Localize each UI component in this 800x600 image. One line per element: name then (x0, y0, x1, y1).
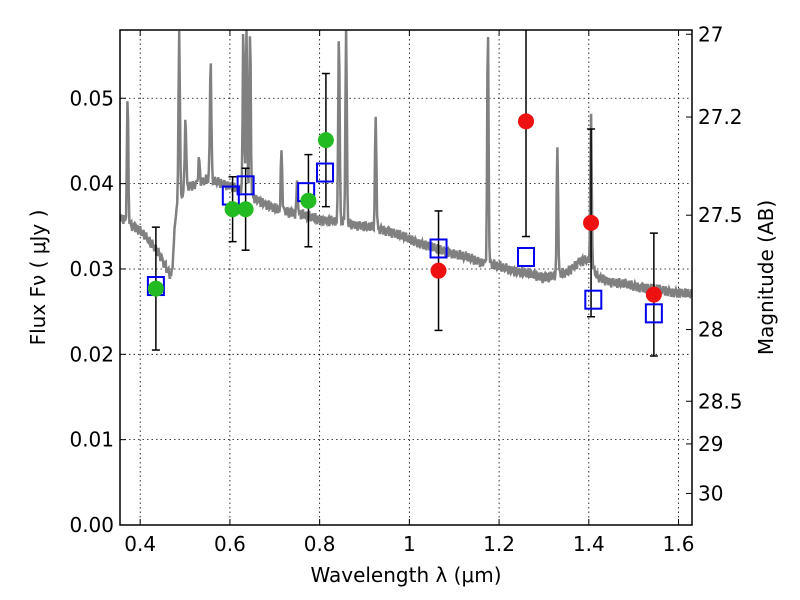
right-tick-label: 29 (698, 432, 723, 456)
model-photometry-square (517, 247, 536, 268)
x-tick-label: 0.6 (214, 532, 246, 556)
model-photometry-markers (146, 162, 663, 324)
right-tick-label: 28.5 (698, 389, 743, 413)
optical-detection-point (147, 280, 164, 297)
ir-photometry-point (645, 286, 662, 303)
y-axis-label: Flux Fν ( μJy ) (26, 210, 50, 346)
ir-photometry-point (430, 262, 447, 279)
model-photometry-square (316, 162, 335, 183)
y-tick-label: 0.02 (69, 342, 114, 366)
error-bars (151, 30, 658, 357)
right-tick-label: 28 (698, 318, 723, 342)
sed-spectrum (120, 30, 692, 299)
ticks: 0.4 0.6 0.8 1 1.2 1.4 1.6 0.00 0.01 0.02 0.03 0.04 0… (69, 22, 742, 556)
right-tick-label: 30 (698, 481, 723, 505)
right-tick-label: 27 (698, 22, 723, 46)
right-tick-label: 27.2 (698, 105, 743, 129)
observed-photometry-points (147, 113, 662, 303)
x-tick-label: 1.2 (483, 532, 515, 556)
y-tick-label: 0.05 (69, 86, 114, 110)
model-photometry-square (429, 238, 448, 259)
plot-frame (119, 29, 693, 526)
x-axis-label: Wavelength λ (μm) (310, 563, 501, 587)
x-tick-label: 0.8 (304, 532, 336, 556)
y-tick-label: 0.03 (69, 257, 114, 281)
y-axis-label-right: Magnitude (AB) (754, 200, 778, 355)
optical-detection-point (317, 132, 334, 149)
model-photometry-square (584, 289, 603, 310)
optical-detection-point (237, 201, 254, 218)
y-tick-label: 0.01 (69, 428, 114, 452)
right-tick-label: 27.5 (698, 203, 743, 227)
x-tick-label: 1.4 (573, 532, 605, 556)
x-tick-label: 0.4 (124, 532, 156, 556)
ir-photometry-point (583, 214, 600, 231)
sed-line (120, 30, 692, 299)
ir-photometry-point (518, 113, 535, 130)
optical-detection-point (300, 192, 317, 209)
x-tick-label: 1 (403, 532, 416, 556)
x-tick-label: 1.6 (663, 532, 695, 556)
y-tick-label: 0.04 (69, 172, 114, 196)
model-photometry-square (236, 175, 255, 196)
y-tick-label: 0.00 (69, 513, 114, 537)
model-photometry-square (644, 303, 663, 324)
